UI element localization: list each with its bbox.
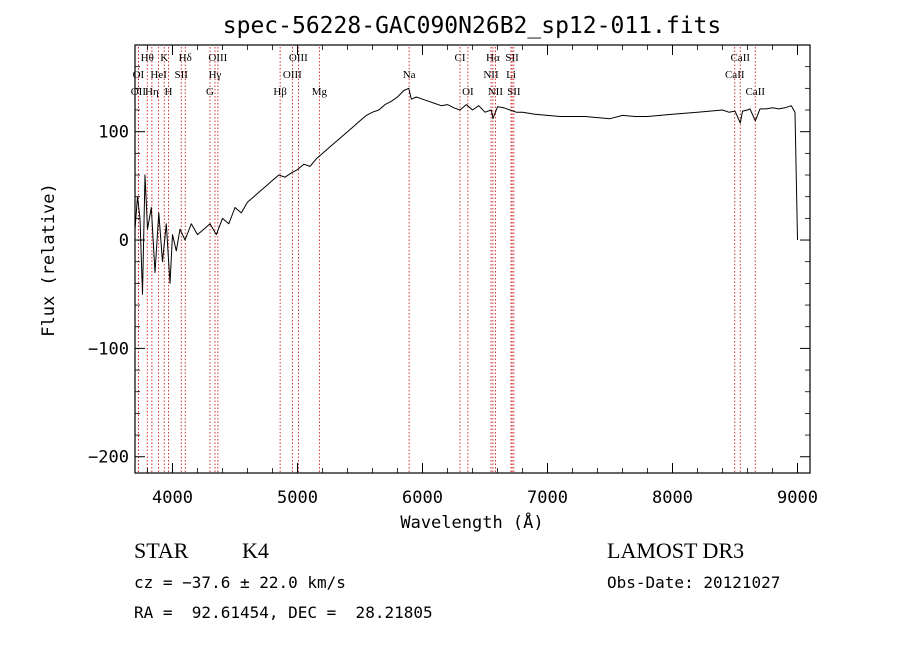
plot-frame bbox=[134, 44, 811, 474]
spectral-line-label: Hβ bbox=[273, 86, 287, 98]
spectral-line-label: SII bbox=[505, 52, 519, 64]
chart-title: spec-56228-GAC090N26B2_sp12-011.fits bbox=[223, 13, 722, 39]
spectral-line-label: NII bbox=[488, 86, 504, 98]
spectral-line-label: CaII bbox=[730, 52, 750, 64]
x-tick-label: 9000 bbox=[777, 488, 818, 508]
object-subclass: K4 bbox=[242, 538, 269, 563]
spectral-lines-layer bbox=[137, 47, 756, 473]
x-axis-label: Wavelength (Å) bbox=[400, 511, 543, 533]
spectral-line-label: HeI bbox=[150, 69, 167, 81]
spectral-line-label: OI bbox=[462, 86, 474, 98]
spectral-line-label: CI bbox=[455, 52, 466, 64]
spectral-line-label: OII bbox=[131, 86, 147, 98]
spectral-line-label: Li bbox=[506, 69, 516, 81]
x-tick-label: 7000 bbox=[527, 488, 568, 508]
spectral-line-label: Hγ bbox=[209, 69, 222, 81]
line-labels-layer: Hθ K Hδ OIII OIII CI Hα SII CaII OI HeI SII Hγ OIII Na… bbox=[131, 52, 766, 98]
redshift-readout: cz = −37.6 ± 22.0 km/s bbox=[134, 573, 346, 592]
x-tick-label: 8000 bbox=[652, 488, 693, 508]
y-tick-label: 100 bbox=[98, 123, 129, 143]
object-class: STAR bbox=[134, 538, 189, 563]
obs-date: Obs-Date: 20121027 bbox=[607, 573, 781, 592]
spectral-line-label: Hδ bbox=[179, 52, 192, 64]
spectral-line-label: G bbox=[206, 86, 214, 98]
spectral-line-label: NII bbox=[483, 69, 499, 81]
spectrum-line bbox=[134, 87, 798, 295]
spectral-line-label: K bbox=[160, 52, 168, 64]
y-tick-label: −200 bbox=[88, 448, 129, 468]
spectral-line-label: OIII bbox=[283, 69, 302, 81]
spectral-line-label: Hα bbox=[486, 52, 500, 64]
spectral-line-label: CaII bbox=[725, 69, 745, 81]
spectral-line-label: CaII bbox=[745, 86, 765, 98]
y-tick-label: −100 bbox=[88, 339, 129, 359]
axis-ticks-layer: 4000 5000 6000 7000 8000 9000 −200 −100 0 100 bbox=[88, 45, 818, 508]
spectral-line-label: Hθ bbox=[141, 52, 154, 64]
spectral-line-label: Na bbox=[403, 69, 416, 81]
spectral-line-label: OIII bbox=[208, 52, 227, 64]
spectral-line-label: SII bbox=[175, 69, 189, 81]
spectral-line-label: OI bbox=[133, 69, 145, 81]
survey-name: LAMOST DR3 bbox=[607, 538, 745, 563]
coordinates-readout: RA = 92.61454, DEC = 28.21805 bbox=[134, 603, 433, 622]
y-tick-label: 0 bbox=[119, 231, 129, 251]
spectral-line-label: Mg bbox=[312, 86, 328, 98]
spectral-line-label: H bbox=[165, 86, 173, 98]
x-tick-label: 5000 bbox=[277, 488, 318, 508]
spectral-line-label: OIII bbox=[289, 52, 308, 64]
y-axis-label: Flux (relative) bbox=[39, 183, 59, 337]
x-tick-label: 6000 bbox=[402, 488, 443, 508]
spectral-line-label: SII bbox=[507, 86, 521, 98]
spectral-line-label: Hη bbox=[145, 86, 159, 98]
spectrum-layer bbox=[134, 87, 798, 295]
x-tick-label: 4000 bbox=[152, 488, 193, 508]
